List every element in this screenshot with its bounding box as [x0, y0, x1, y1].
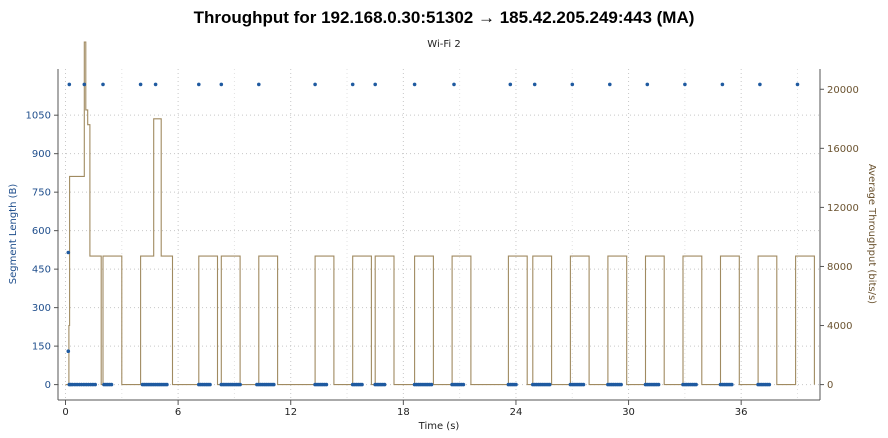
segment-point: [619, 382, 623, 387]
y-right-tick-label: 4000: [827, 321, 852, 332]
segment-point: [238, 382, 242, 387]
segment-point: [272, 382, 276, 387]
segment-point: [165, 382, 169, 387]
segment-point: [109, 382, 114, 387]
segment-point: [350, 82, 355, 87]
segment-point: [547, 382, 552, 387]
segment-point: [373, 82, 378, 87]
segment-point: [720, 82, 725, 87]
x-tick-label: 30: [622, 407, 635, 418]
axes: 0 6 12 18 24 30 36 0 150 300 450 600 750 900 1050 0 4000…: [26, 85, 859, 418]
y-right-tick-label: 16000: [827, 144, 859, 155]
segment-point: [412, 82, 417, 87]
segment-point: [683, 82, 687, 87]
y-left-tick-label: 300: [32, 303, 51, 314]
segment-point: [67, 82, 72, 87]
segment-point: [461, 382, 466, 387]
segment-point: [795, 82, 800, 87]
segment-length-series: [66, 82, 800, 387]
segment-point: [382, 382, 387, 387]
segment-point: [767, 382, 772, 387]
segment-point: [508, 82, 513, 87]
segment-point: [257, 82, 261, 87]
y-right-tick-label: 8000: [827, 262, 852, 273]
y-left-tick-label: 150: [32, 342, 51, 353]
y-right-tick-label: 12000: [827, 203, 859, 214]
y-left-tick-label: 450: [32, 265, 51, 276]
y-axis-left-label: Segment Length (B): [8, 184, 19, 285]
x-tick-label: 6: [175, 407, 181, 418]
segment-point: [730, 382, 734, 387]
segment-point: [429, 382, 434, 387]
y-left-tick-label: 0: [45, 380, 51, 391]
chart-subtitle: Wi-Fi 2: [427, 39, 460, 50]
segment-point: [101, 82, 105, 87]
segment-point: [66, 250, 71, 255]
segment-point: [694, 382, 698, 387]
segment-point: [208, 382, 212, 387]
segment-point: [82, 82, 87, 87]
segment-point: [532, 82, 537, 87]
segment-point: [313, 82, 317, 87]
x-tick-label: 0: [62, 407, 68, 418]
y-left-tick-label: 1050: [26, 111, 51, 122]
segment-point: [219, 82, 224, 87]
segment-point: [197, 82, 201, 87]
y-right-tick-label: 0: [827, 380, 833, 391]
segment-point: [570, 82, 575, 87]
x-tick-label: 24: [510, 407, 523, 418]
x-tick-label: 36: [735, 407, 748, 418]
segment-point: [153, 82, 158, 87]
segment-point: [66, 349, 71, 354]
plot-area: [58, 69, 820, 400]
segment-point: [324, 382, 329, 387]
y-left-tick-label: 900: [32, 149, 51, 160]
segment-point: [608, 82, 612, 87]
segment-point: [452, 82, 456, 87]
chart-title: Throughput for 192.168.0.30:51302 → 185.…: [194, 8, 695, 27]
segment-point: [360, 382, 364, 387]
segment-point: [758, 82, 762, 87]
segment-point: [138, 82, 143, 87]
segment-point: [645, 82, 650, 87]
x-tick-label: 18: [397, 407, 410, 418]
segment-point: [93, 382, 97, 387]
y-left-tick-label: 600: [32, 226, 51, 237]
segment-point: [514, 382, 518, 387]
y-left-tick-label: 750: [32, 188, 51, 199]
x-tick-label: 12: [284, 407, 297, 418]
segment-point: [656, 382, 661, 387]
x-axis-label: Time (s): [418, 421, 460, 432]
y-axis-right-label: Average Throughput (bits/s): [866, 164, 877, 304]
segment-point: [581, 382, 586, 387]
y-right-tick-label: 20000: [827, 85, 859, 96]
